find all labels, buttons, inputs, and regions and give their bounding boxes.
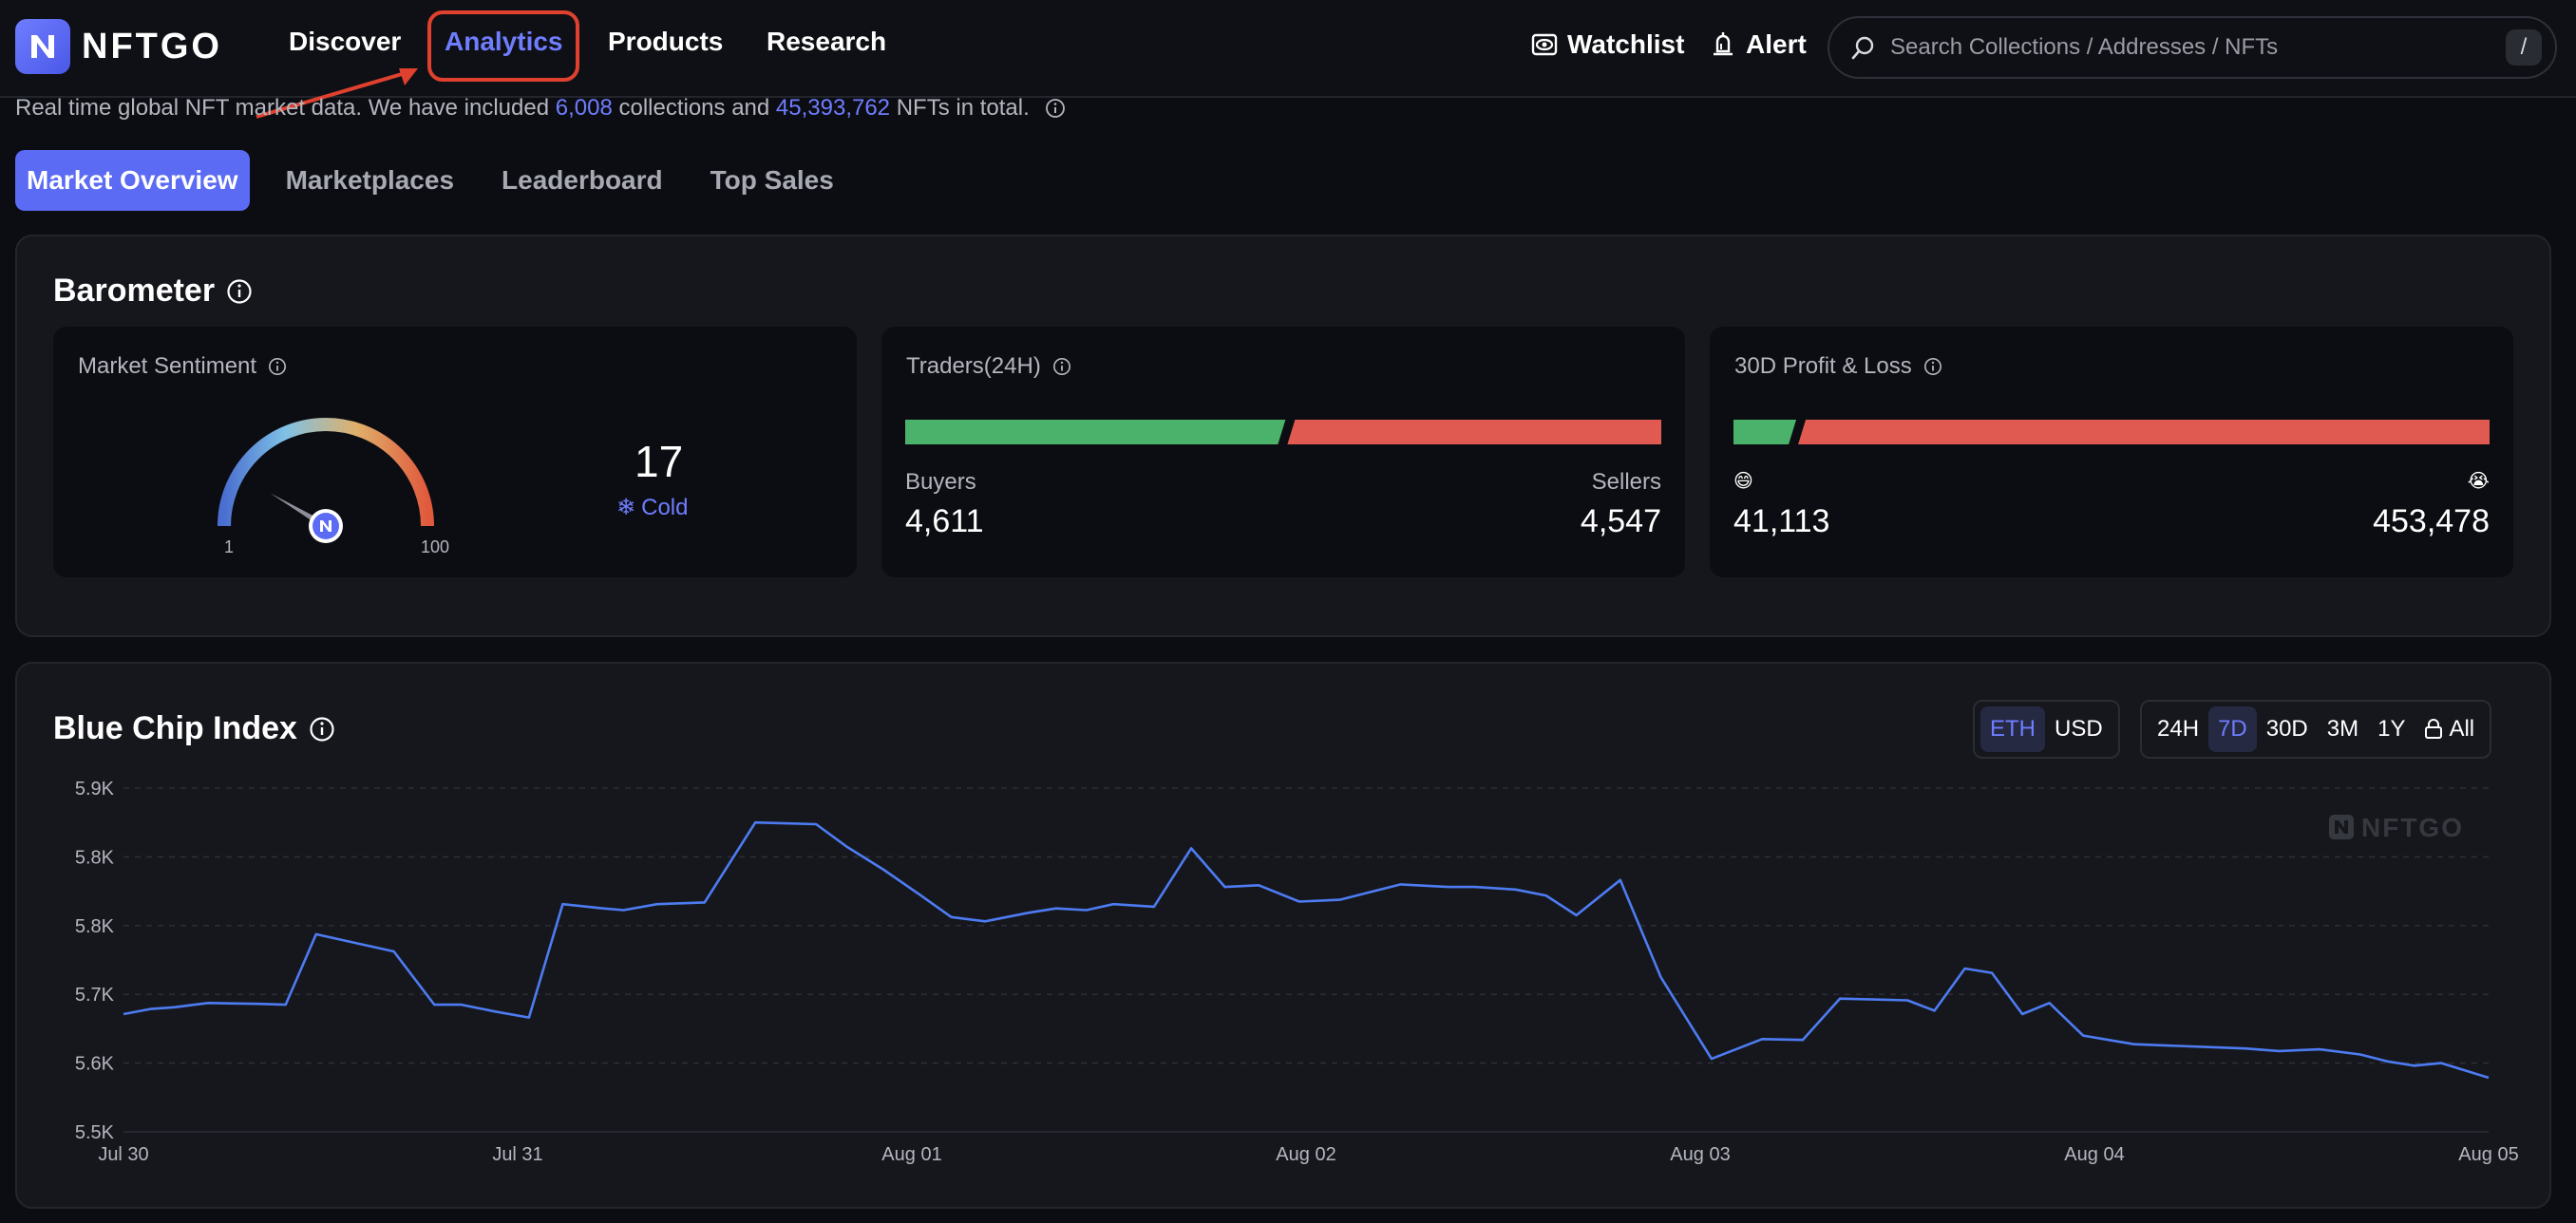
bell-icon: [1714, 32, 1733, 56]
sellers-value: 4,547: [1580, 503, 1661, 539]
tab-leaderboard[interactable]: Leaderboard: [502, 165, 663, 195]
range-all-label: All: [2449, 716, 2475, 742]
search-shortcut-key: /: [2506, 29, 2542, 66]
buyers-value: 4,611: [905, 503, 984, 539]
tab-top-sales[interactable]: Top Sales: [710, 165, 834, 195]
nav-analytics[interactable]: Analytics: [445, 27, 563, 56]
time-range-toggle: 24H 7D 30D 3M 1Y All: [2140, 700, 2492, 759]
buyers-label: Buyers: [905, 469, 976, 495]
subtitle-text-1: Real time global NFT market data. We hav…: [15, 95, 550, 121]
info-icon[interactable]: [1923, 357, 1942, 376]
happy-emoji-icon: 😄: [1733, 471, 1753, 492]
range-1y-button[interactable]: 1Y: [2377, 716, 2406, 742]
search-box: /: [1828, 16, 2557, 79]
logo-wordmark: NFTGO: [82, 26, 222, 66]
info-icon[interactable]: [268, 357, 287, 376]
subtitle-text-2: collections and: [618, 95, 770, 121]
search-icon: [1851, 36, 1874, 60]
tab-market-overview[interactable]: Market Overview: [15, 150, 250, 211]
traders-label: Traders(24H): [906, 353, 1071, 380]
barometer-title: Barometer: [53, 273, 253, 310]
annotation-arrow-icon: [256, 68, 418, 119]
nav-research[interactable]: Research: [767, 27, 887, 56]
range-all-button[interactable]: All: [2415, 706, 2484, 752]
blue-chip-title: Blue Chip Index: [53, 710, 335, 747]
range-30d-button[interactable]: 30D: [2265, 716, 2308, 742]
loss-value: 453,478: [2373, 503, 2490, 539]
sentiment-state: ❄ Cold: [616, 494, 688, 521]
sellers-bar: [1287, 420, 1661, 444]
search-input[interactable]: [1890, 34, 2506, 61]
profit-loss-label-text: 30D Profit & Loss: [1734, 353, 1912, 379]
range-7d-button[interactable]: 7D: [2208, 706, 2257, 752]
eye-icon: [1531, 33, 1558, 56]
alert-label: Alert: [1746, 29, 1807, 59]
logo-mark-icon: [15, 19, 70, 74]
nav-discover[interactable]: Discover: [289, 27, 402, 56]
sentiment-gauge: 1 100: [218, 418, 449, 556]
blue-chip-title-text: Blue Chip Index: [53, 710, 297, 746]
crying-emoji-icon: 😭: [2467, 471, 2490, 492]
tab-marketplaces[interactable]: Marketplaces: [285, 165, 455, 195]
analytics-tabs: Market Overview Marketplaces Leaderboard…: [15, 150, 870, 211]
sentiment-state-text: Cold: [641, 494, 689, 520]
subtitle-text-3: NFTs in total.: [896, 95, 1030, 121]
traders-card: Traders(24H) Buyers 4,611 Sellers 4,547: [881, 327, 1685, 577]
nftgo-logo[interactable]: NFTGO: [15, 19, 222, 74]
sellers-label: Sellers: [1591, 469, 1661, 495]
profit-bar: [1733, 420, 1797, 444]
market-sentiment-label-text: Market Sentiment: [78, 353, 257, 379]
buyers-bar: [905, 420, 1286, 444]
gauge-min-label: 1: [224, 537, 234, 556]
gauge-max-label: 100: [421, 537, 449, 556]
profit-value: 41,113: [1733, 503, 1830, 539]
watchlist-label: Watchlist: [1567, 29, 1685, 59]
snowflake-icon: ❄: [616, 495, 636, 520]
lock-icon: [2425, 719, 2443, 739]
info-icon[interactable]: [1052, 357, 1071, 376]
barometer-title-text: Barometer: [53, 273, 216, 309]
currency-toggle: ETH USD: [1973, 700, 2120, 759]
watchlist-button[interactable]: Watchlist: [1531, 29, 1684, 60]
info-icon[interactable]: [309, 716, 335, 743]
collections-count: 6,008: [555, 95, 613, 121]
nfts-count: 45,393,762: [775, 95, 891, 121]
market-subtitle: Real time global NFT market data. We hav…: [15, 95, 1066, 122]
range-24h-button[interactable]: 24H: [2157, 716, 2200, 742]
profit-loss-label: 30D Profit & Loss: [1734, 353, 1942, 380]
market-sentiment-label: Market Sentiment: [78, 353, 287, 380]
market-sentiment-card: Market Sentiment 1 100 17 ❄ Cold: [53, 327, 857, 577]
nav-products[interactable]: Products: [608, 27, 724, 56]
info-icon[interactable]: [1045, 98, 1066, 119]
alert-button[interactable]: Alert: [1710, 29, 1807, 60]
profit-loss-ratio-bar: [1733, 420, 2490, 444]
currency-eth-button[interactable]: ETH: [1980, 706, 2045, 752]
info-icon[interactable]: [226, 278, 253, 305]
loss-bar: [1798, 420, 2490, 444]
traders-label-text: Traders(24H): [906, 353, 1041, 379]
currency-usd-button[interactable]: USD: [2055, 716, 2103, 742]
profit-loss-card: 30D Profit & Loss 😄 41,113 😭 453,478: [1710, 327, 2513, 577]
sentiment-value: 17: [635, 437, 684, 486]
range-3m-button[interactable]: 3M: [2326, 716, 2359, 742]
traders-ratio-bar: [905, 420, 1661, 444]
